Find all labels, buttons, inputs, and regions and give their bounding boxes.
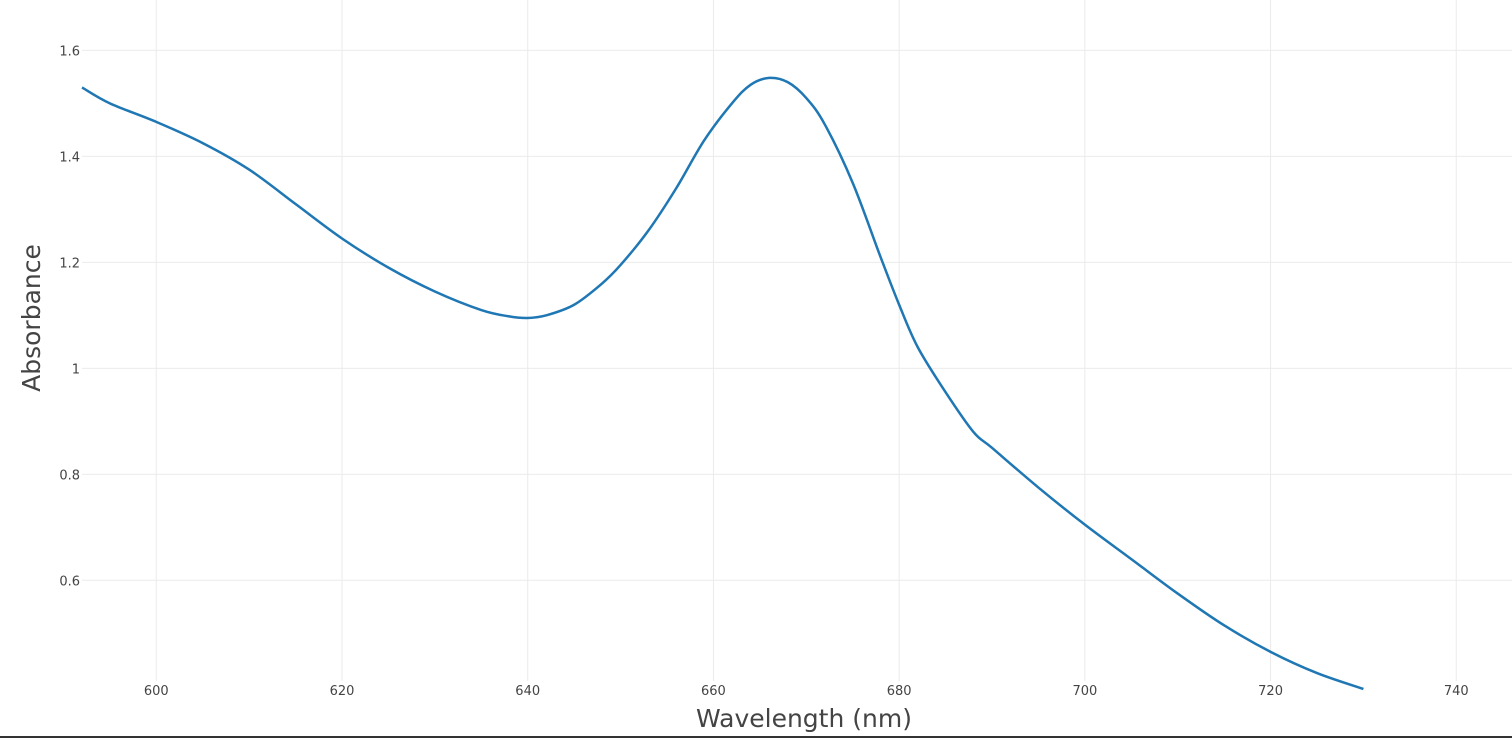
x-axis-title: Wavelength (nm)	[696, 704, 912, 733]
y-tick-label: 1.4	[59, 150, 80, 165]
x-tick-label: 660	[701, 684, 726, 699]
y-tick-label: 0.6	[59, 574, 80, 589]
x-tick-label: 720	[1258, 684, 1283, 699]
y-tick-label: 0.8	[59, 468, 80, 483]
y-tick-labels: 0.6 0.8 1 1.2 1.4 1.6	[59, 44, 80, 589]
y-tick-label: 1.2	[59, 256, 80, 271]
bottom-border	[0, 736, 1512, 738]
x-tick-label: 680	[887, 684, 912, 699]
absorbance-series-line	[81, 76, 1364, 691]
y-tick-label: 1.6	[59, 44, 80, 59]
x-tick-label: 700	[1072, 684, 1097, 699]
x-gridlines	[155, 0, 1457, 681]
y-axis-title: Absorbance	[17, 244, 46, 392]
x-tick-labels: 600 620 640 660 680 700 720 740	[144, 684, 1469, 699]
x-tick-label: 620	[330, 684, 355, 699]
x-tick-label: 740	[1444, 684, 1469, 699]
y-gridlines	[82, 49, 1512, 581]
series-layer	[81, 76, 1364, 691]
x-tick-label: 600	[144, 684, 169, 699]
y-tick-label: 1	[72, 362, 80, 377]
x-tick-label: 640	[515, 684, 540, 699]
